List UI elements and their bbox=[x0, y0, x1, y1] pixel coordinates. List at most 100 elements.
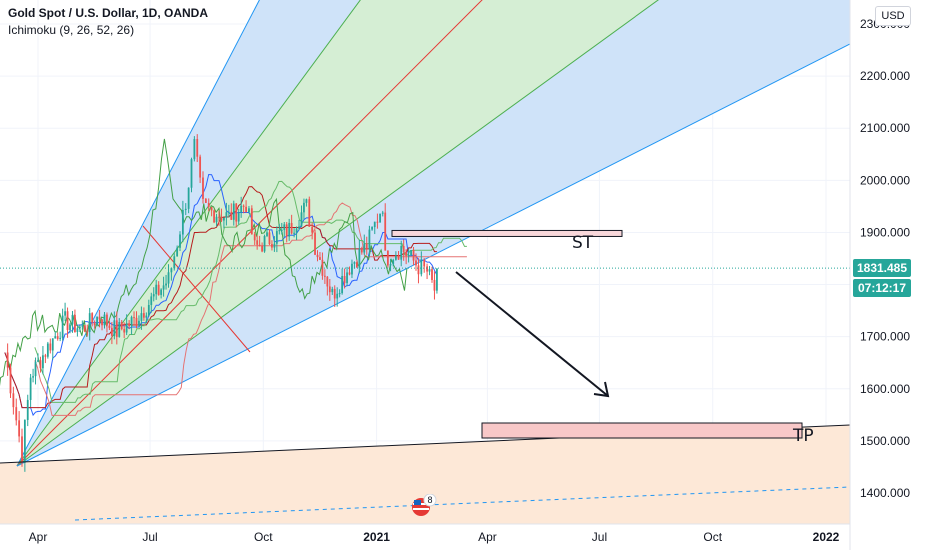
candle-body bbox=[376, 221, 379, 223]
stop-label: ST bbox=[572, 233, 594, 253]
candle-body bbox=[371, 227, 373, 230]
price-tick-label: 1600.000 bbox=[860, 382, 910, 396]
candle-body bbox=[237, 212, 240, 222]
candle-body bbox=[51, 338, 54, 351]
candle-body bbox=[346, 272, 348, 284]
target-zone-box[interactable] bbox=[481, 422, 803, 439]
candle-body bbox=[381, 212, 384, 214]
candle-body bbox=[142, 313, 145, 318]
candle-body bbox=[248, 208, 250, 213]
candle-body bbox=[268, 232, 271, 245]
candle-body bbox=[145, 315, 148, 318]
candle-body bbox=[179, 234, 181, 248]
candle-body bbox=[394, 255, 397, 260]
candle-body bbox=[86, 331, 89, 333]
candle-body bbox=[120, 321, 123, 330]
price-tick-label: 2000.000 bbox=[860, 173, 910, 187]
price-tick-label: 1700.000 bbox=[860, 330, 910, 344]
price-tick-label: 1900.000 bbox=[860, 225, 910, 239]
candle-body bbox=[311, 226, 314, 233]
candle-body bbox=[190, 159, 193, 188]
candle-body bbox=[181, 210, 184, 235]
fan-line-0 bbox=[16, 0, 260, 467]
candle-body bbox=[319, 257, 321, 260]
projection-arrow[interactable] bbox=[455, 271, 610, 398]
candle-body bbox=[123, 329, 126, 333]
candlesticks bbox=[6, 134, 438, 472]
candle-body bbox=[135, 317, 138, 326]
candle-body bbox=[128, 323, 131, 327]
price-tick-label: 1500.000 bbox=[860, 434, 910, 448]
candle-body bbox=[405, 251, 408, 256]
candle-body bbox=[321, 259, 324, 276]
price-tick-label: 1400.000 bbox=[860, 486, 910, 500]
candle-body bbox=[26, 399, 29, 420]
candle-body bbox=[303, 202, 305, 213]
candle-body bbox=[34, 361, 37, 377]
candle-body bbox=[428, 269, 431, 272]
candle-body bbox=[410, 250, 412, 256]
candle-body bbox=[400, 245, 403, 260]
candle-body bbox=[29, 377, 32, 400]
candle-body bbox=[389, 264, 392, 266]
candle-body bbox=[110, 327, 113, 336]
candle-body bbox=[261, 245, 263, 252]
candle-body bbox=[235, 203, 238, 222]
chart-header: Gold Spot / U.S. Dollar, 1D, OANDA Ichim… bbox=[8, 5, 208, 39]
time-axis[interactable]: Apr Jul Oct 2021 Apr Jul Oct 2022 bbox=[29, 530, 840, 544]
candle-body bbox=[157, 284, 160, 295]
candle-body bbox=[98, 316, 101, 320]
last-price-badge: 1831.485 bbox=[853, 259, 911, 277]
candle-body bbox=[225, 212, 228, 218]
candle-body bbox=[6, 352, 9, 368]
candle-body bbox=[83, 325, 86, 332]
dashed-trendline[interactable] bbox=[74, 486, 850, 521]
candle-body bbox=[150, 296, 153, 305]
candle-body bbox=[412, 250, 415, 261]
candle-body bbox=[167, 272, 170, 284]
candle-body bbox=[379, 213, 381, 223]
candle-body bbox=[196, 138, 199, 157]
candle-body bbox=[392, 259, 395, 265]
candle-body bbox=[242, 205, 245, 207]
symbol-title[interactable]: Gold Spot / U.S. Dollar, 1D, OANDA bbox=[8, 6, 209, 20]
candle-body bbox=[338, 293, 341, 295]
candle-body bbox=[42, 355, 44, 369]
candle-body bbox=[12, 393, 15, 408]
candle-body bbox=[9, 367, 12, 394]
candle-body bbox=[147, 304, 150, 316]
candle-body bbox=[316, 254, 319, 258]
candle-body bbox=[184, 208, 187, 211]
candle-body bbox=[358, 249, 361, 268]
candle-body bbox=[336, 293, 339, 299]
time-tick-label: 2021 bbox=[363, 530, 390, 544]
candle-body bbox=[326, 276, 329, 287]
candle-body bbox=[285, 224, 288, 237]
candle-body bbox=[193, 138, 196, 160]
candle-body bbox=[293, 232, 295, 234]
gann-fan-lines bbox=[16, 0, 850, 467]
indicator-legend[interactable]: Ichimoku (9, 26, 52, 26) bbox=[8, 23, 135, 37]
stop-zone-box[interactable] bbox=[391, 229, 623, 237]
currency-button[interactable]: USD bbox=[875, 6, 911, 26]
candle-body bbox=[64, 311, 66, 316]
candle-body bbox=[240, 205, 243, 213]
time-tick-label: Jul bbox=[592, 530, 607, 544]
candle-body bbox=[360, 249, 363, 253]
economic-event-badge[interactable]: 8 bbox=[408, 493, 438, 516]
candle-body bbox=[275, 231, 278, 244]
candle-body bbox=[176, 247, 179, 257]
tenkan-line bbox=[4, 173, 438, 417]
candle-body bbox=[66, 311, 69, 331]
candle-body bbox=[71, 314, 74, 325]
candle-body bbox=[305, 199, 308, 203]
candle-body bbox=[106, 314, 108, 326]
candle-body bbox=[44, 355, 47, 357]
candle-body bbox=[78, 326, 81, 329]
candle-body bbox=[59, 337, 62, 339]
candle-body bbox=[283, 224, 286, 230]
candle-body bbox=[355, 262, 358, 268]
candle-body bbox=[230, 211, 233, 220]
candle-body bbox=[253, 234, 256, 241]
